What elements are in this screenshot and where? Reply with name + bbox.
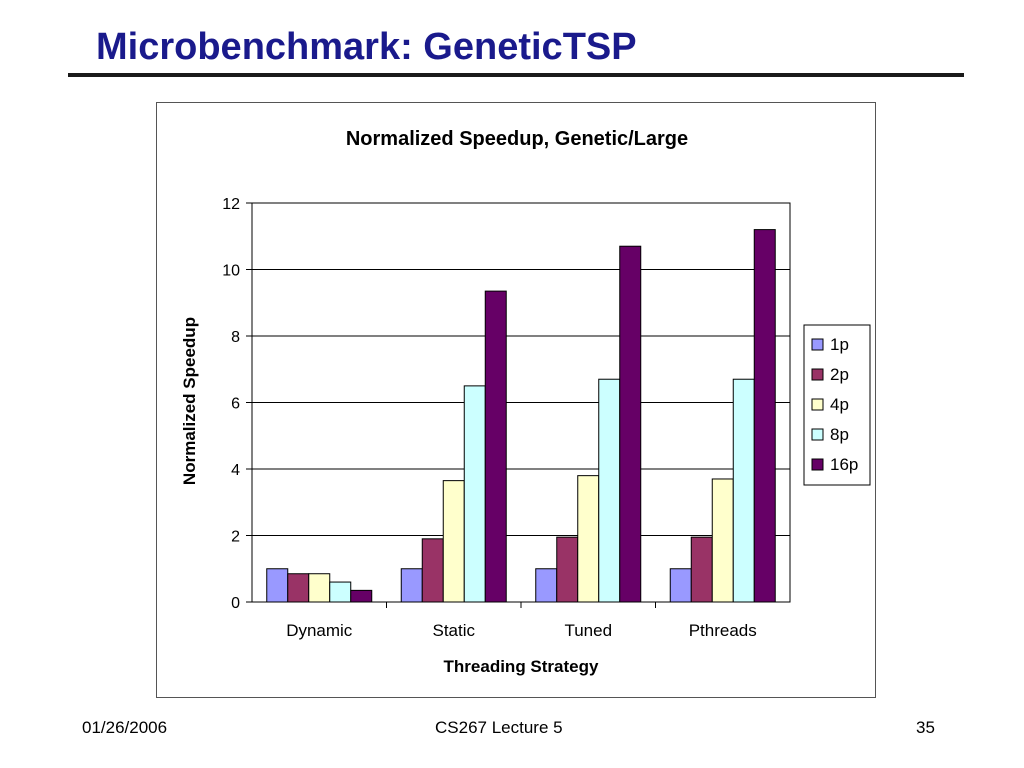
legend-swatch-1p [811, 338, 824, 351]
legend-label-1p: 1p [830, 335, 849, 354]
bar-static-1p [400, 568, 423, 603]
plot-area: 0 2 4 6 8 10 12 Dynamic Static Tuned Pthreads [222, 196, 791, 640]
y-tick-label: 8 [231, 329, 240, 346]
y-tick-label: 10 [222, 263, 240, 280]
chart-legend: 1p 2p 4p 8p 16p [803, 324, 871, 486]
legend-label-8p: 8p [830, 425, 849, 444]
y-tick-label: 2 [231, 529, 240, 546]
bar-pthreads-2p [690, 536, 713, 603]
bar-static-16p [484, 290, 507, 603]
speedup-bar-chart: Normalized Speedup, Genetic/Large 0 2 4 6 8 1… [180, 128, 871, 676]
bar-tuned-16p [619, 245, 642, 603]
bar-tuned-2p [556, 536, 579, 603]
bar-dynamic-16p [350, 589, 373, 603]
bar-tuned-4p [577, 475, 600, 603]
chart-frame: Normalized Speedup, Genetic/Large 0 2 4 6 8 1… [156, 102, 876, 698]
legend-swatch-8p [811, 428, 824, 441]
bar-static-8p [463, 385, 486, 603]
title-underline [68, 73, 964, 77]
bar-dynamic-8p [329, 581, 352, 603]
slide-title: Microbenchmark: GeneticTSP [96, 26, 637, 68]
legend-label-16p: 16p [830, 455, 858, 474]
y-tick-label: 12 [222, 196, 240, 213]
bar-pthreads-4p [711, 478, 734, 603]
bar-dynamic-1p [266, 568, 289, 603]
bar-pthreads-8p [732, 378, 755, 603]
legend-swatch-2p [811, 368, 824, 381]
bar-static-2p [421, 538, 444, 603]
bar-dynamic-4p [308, 573, 331, 603]
footer-date: 01/26/2006 [82, 718, 168, 737]
footer-course: CS267 Lecture 5 [435, 718, 563, 737]
bar-tuned-8p [598, 378, 621, 603]
legend-swatch-4p [811, 398, 824, 411]
y-axis-title: Normalized Speedup [180, 317, 199, 485]
y-tick-label: 4 [231, 462, 240, 479]
x-tick-label: Tuned [564, 621, 612, 640]
legend-label-4p: 4p [830, 395, 849, 414]
chart-title: Normalized Speedup, Genetic/Large [346, 128, 688, 150]
bar-pthreads-16p [753, 229, 776, 603]
footer-page-number: 35 [916, 718, 935, 737]
y-tick-label: 6 [231, 396, 240, 413]
y-tick-label: 0 [231, 595, 240, 612]
x-axis-title: Threading Strategy [444, 657, 599, 676]
legend-swatch-16p [811, 458, 824, 471]
bar-pthreads-1p [669, 568, 692, 603]
x-tick-label: Dynamic [286, 621, 353, 640]
bar-dynamic-2p [287, 573, 310, 603]
legend-label-2p: 2p [830, 365, 849, 384]
x-tick-label: Static [432, 621, 475, 640]
bar-static-4p [442, 480, 465, 603]
bar-tuned-1p [535, 568, 558, 603]
x-tick-label: Pthreads [689, 621, 757, 640]
